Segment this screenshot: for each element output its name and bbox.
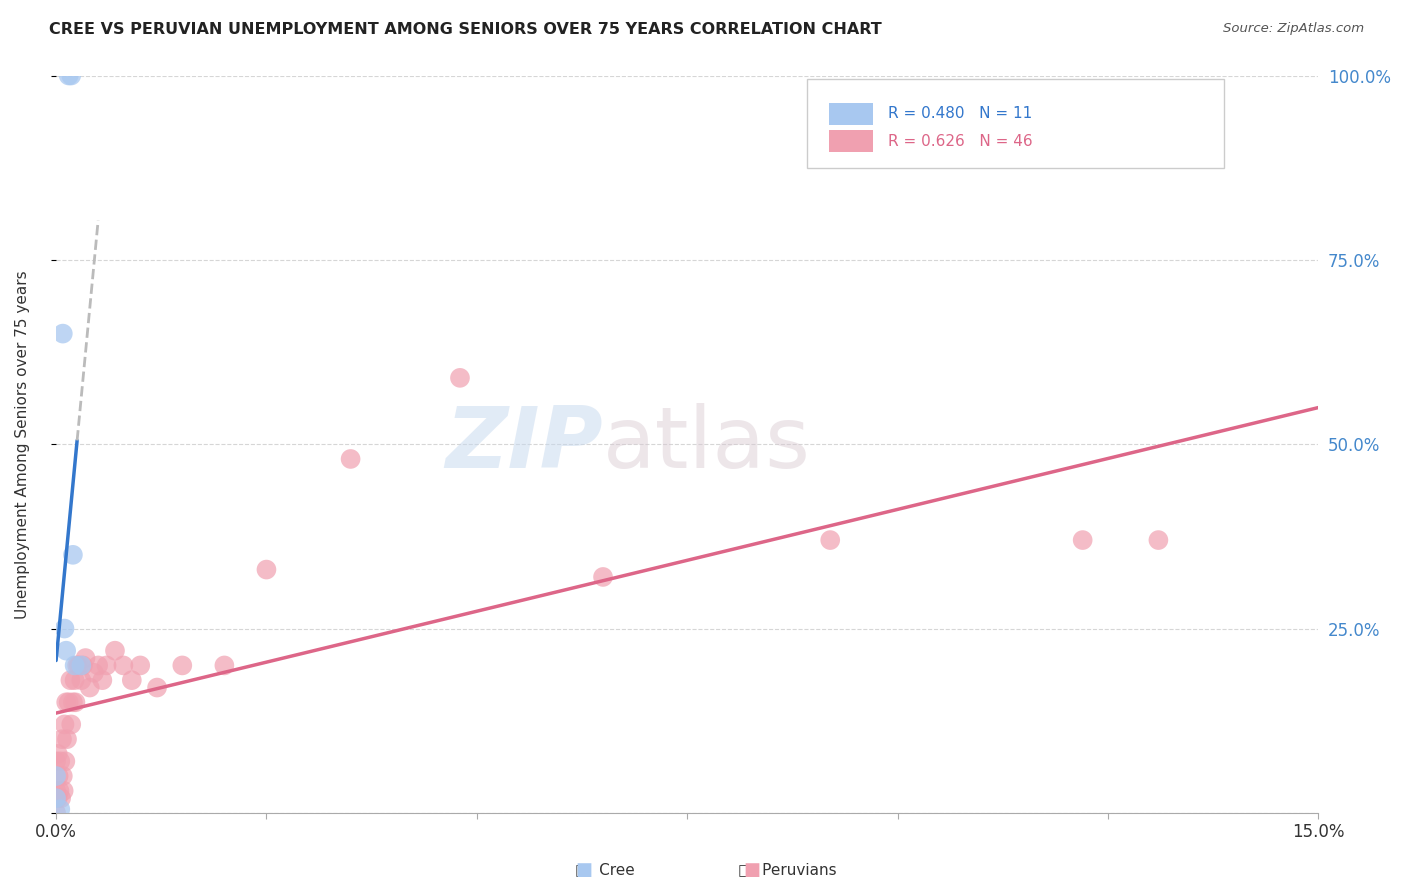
Point	[256, 563, 278, 577]
Point	[449, 371, 471, 385]
Point	[49, 802, 72, 816]
Point	[96, 658, 118, 673]
Point	[112, 658, 135, 673]
Point	[56, 732, 79, 747]
Point	[48, 784, 70, 798]
Text: atlas: atlas	[603, 402, 811, 486]
Point	[121, 673, 143, 688]
Point	[48, 769, 70, 783]
Point	[62, 695, 84, 709]
Point	[53, 717, 76, 731]
Point	[55, 695, 77, 709]
Text: R = 0.480   N = 11: R = 0.480 N = 11	[887, 106, 1032, 121]
Point	[53, 622, 76, 636]
Point	[146, 681, 169, 695]
Point	[1071, 533, 1094, 547]
Point	[52, 784, 75, 798]
Point	[60, 69, 83, 83]
Point	[129, 658, 152, 673]
Point	[339, 452, 361, 467]
Point	[83, 665, 105, 680]
Point	[45, 784, 67, 798]
Point	[66, 658, 89, 673]
Point	[49, 791, 72, 805]
Point	[67, 658, 90, 673]
Text: Source: ZipAtlas.com: Source: ZipAtlas.com	[1223, 22, 1364, 36]
Point	[214, 658, 236, 673]
Point	[46, 791, 69, 805]
Point	[172, 658, 194, 673]
Point	[818, 533, 841, 547]
Point	[49, 754, 72, 768]
Bar	[828, 103, 873, 125]
Point	[63, 658, 86, 673]
Point	[53, 754, 76, 768]
Point	[1147, 533, 1170, 547]
Point	[55, 643, 77, 657]
Point	[51, 732, 73, 747]
Bar	[828, 130, 873, 153]
Point	[75, 651, 97, 665]
Point	[79, 681, 101, 695]
Point	[70, 673, 93, 688]
Point	[70, 658, 93, 673]
Point	[592, 570, 614, 584]
Text: ZIP: ZIP	[446, 402, 603, 486]
Point	[45, 805, 67, 820]
Y-axis label: Unemployment Among Seniors over 75 years: Unemployment Among Seniors over 75 years	[15, 270, 30, 618]
FancyBboxPatch shape	[807, 79, 1223, 168]
Point	[45, 769, 67, 783]
Text: ■: ■	[575, 861, 592, 879]
Point	[58, 695, 80, 709]
Text: ■: ■	[744, 861, 761, 879]
Point	[91, 673, 114, 688]
Text: □  Peruvians: □ Peruvians	[738, 863, 837, 877]
Point	[87, 658, 110, 673]
Point	[46, 747, 69, 761]
Point	[63, 673, 86, 688]
Point	[72, 658, 94, 673]
Point	[60, 717, 83, 731]
Point	[58, 69, 80, 83]
Point	[59, 673, 82, 688]
Point	[62, 548, 84, 562]
Text: □  Cree: □ Cree	[575, 863, 634, 877]
Point	[45, 791, 67, 805]
Point	[52, 769, 75, 783]
Point	[104, 643, 127, 657]
Text: R = 0.626   N = 46: R = 0.626 N = 46	[887, 134, 1032, 149]
Point	[45, 754, 67, 768]
Point	[65, 695, 87, 709]
Point	[52, 326, 75, 341]
Text: CREE VS PERUVIAN UNEMPLOYMENT AMONG SENIORS OVER 75 YEARS CORRELATION CHART: CREE VS PERUVIAN UNEMPLOYMENT AMONG SENI…	[49, 22, 882, 37]
